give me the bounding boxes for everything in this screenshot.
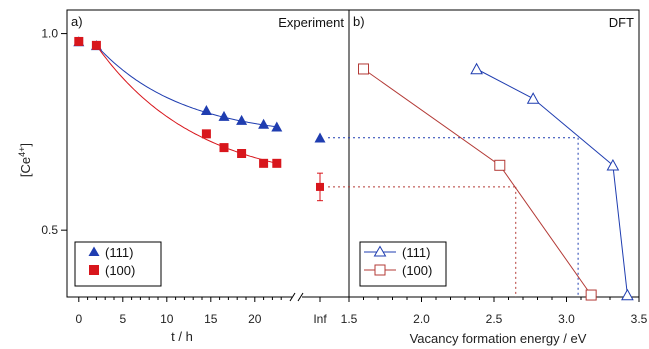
legend-a-111-marker [88,246,100,256]
dft-point-(111)-2 [606,159,620,171]
b-x-tick-label-2.0: 2.0 [413,312,430,326]
inf-point-(100) [316,182,324,191]
point-(100)-6 [272,158,282,168]
panel-b-legend-box [359,241,447,287]
x-axis-break [289,292,304,302]
inf-point-(111) [314,132,326,143]
panel-b-legend: (111) (100) [359,241,447,287]
panel-b-title-box [590,11,638,31]
panel-b-x-axis-title: Vacancy formation energy / eV [410,331,587,346]
panel-a-title: Experiment [278,15,344,30]
point-(100)-2 [201,129,211,139]
b-x-tick-label-2.5: 2.5 [486,312,503,326]
panel-b-plot: 1.5 2.0 2.5 3.0 3.5 [328,62,648,326]
point-(100)-1 [91,40,101,50]
dft-point-(100)-0 [358,63,369,75]
y-axis-title: [Ce4+] [17,143,33,177]
point-(111)-2 [200,105,212,116]
point-(100)-4 [237,149,247,158]
dft-point-(100)-1 [494,159,506,171]
legend-a-111-label: (111) [105,245,133,260]
dft-point-(111)-1 [526,92,540,104]
panel-a-label: a) [71,14,83,29]
a-x-tick-label-5: 5 [119,312,126,326]
point-(111)-6 [271,121,283,132]
legend-a-100-marker [89,265,99,275]
point-(111)-3 [218,110,230,121]
a-x-tick-label-10: 10 [160,312,174,326]
fit-curve-(100) [95,45,277,164]
b-x-tick-label-1.5: 1.5 [341,312,358,326]
panel-a-legend: (111) (100) [74,241,162,287]
panel-a-plot: 0.5 1.0 0 5 10 15 20 [41,27,326,326]
series-line-(111) [476,68,628,296]
a-x-tick-label-15: 15 [204,312,218,326]
axis-break-mark-left [289,292,296,302]
axis-break-mark-right [297,292,304,302]
y-axis-title-superscript: 4+ [17,147,27,157]
legend-b-111-label: (111) [402,245,430,260]
dft-point-(100)-2 [585,289,597,301]
y-tick-label-0.5: 0.5 [41,223,58,237]
point-(111)-5 [258,118,270,129]
y-tick-label-1.0: 1.0 [41,27,58,41]
panel-b-title: DFT [609,15,634,30]
panel-a-title-box [252,11,348,31]
b-x-tick-label-3.0: 3.0 [558,312,575,326]
legend-b-111-marker [373,245,387,257]
point-(100)-0 [74,36,84,46]
point-(100)-5 [259,158,269,168]
point-(111)-4 [236,114,248,125]
legend-b-100-label: (100) [402,263,432,278]
a-x-tick-label-0: 0 [75,312,82,326]
inf-tick-label: Inf [313,312,327,326]
point-(100)-3 [219,143,229,153]
panel-a-legend-box [74,241,162,287]
b-x-tick-label-3.5: 3.5 [631,312,648,326]
dft-point-(111)-0 [470,62,483,75]
fit-curve-(111) [96,45,277,128]
panel-a-x-axis-title: t / h [171,329,193,344]
y-axis-title-close: ] [18,143,33,147]
a-x-tick-label-20: 20 [248,312,262,326]
panel-b-label: b) [353,14,365,29]
legend-a-100-label: (100) [105,263,135,278]
legend-b-100-marker [374,264,386,276]
dft-point-(111)-3 [621,288,634,301]
